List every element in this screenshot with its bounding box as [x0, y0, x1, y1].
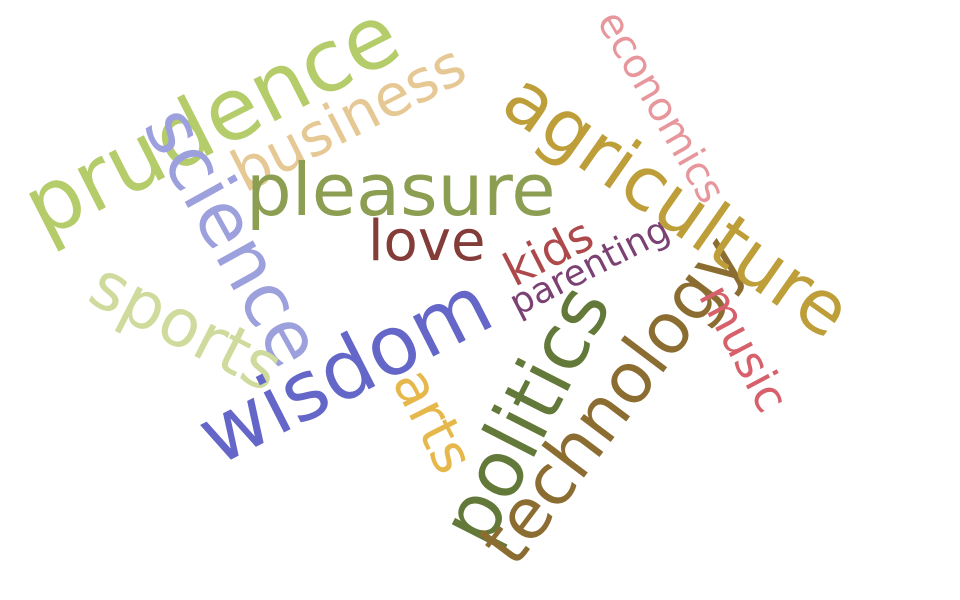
word-pleasure: pleasure [246, 148, 556, 232]
word-love: love [368, 209, 486, 274]
